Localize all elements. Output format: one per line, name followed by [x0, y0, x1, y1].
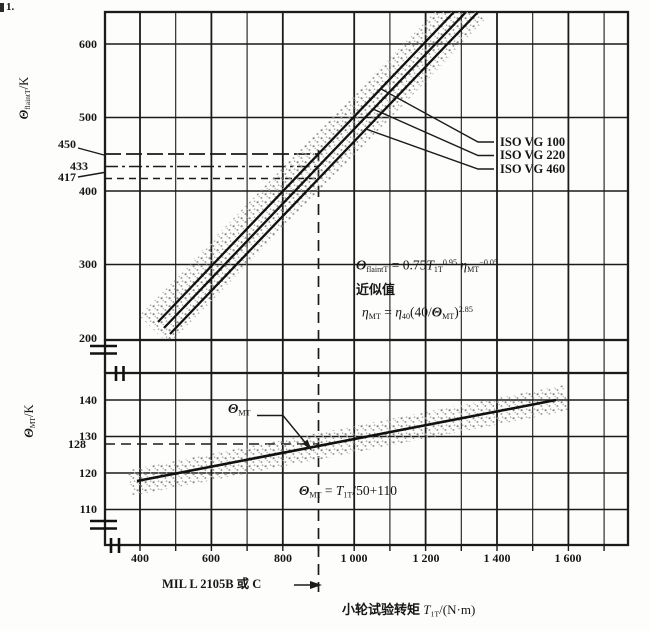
- bottom-y-tick-120: 120: [79, 466, 97, 480]
- leader-iso-vg-100: [380, 88, 494, 143]
- ref-label-128: 128: [68, 437, 86, 451]
- leader-theta-mt: [257, 414, 307, 444]
- curve-iso-vg-460: [169, 12, 479, 335]
- vertical-gridlines: [139, 12, 605, 551]
- x-tick-1000: 1 000: [340, 551, 368, 565]
- bottom-y-tick-130: 130: [79, 429, 97, 443]
- top-y-tick-500: 500: [79, 110, 97, 124]
- top-scatter-band: [138, 12, 486, 340]
- ref-label-433: 433: [70, 159, 88, 173]
- x-axis-title: 小轮试验转矩 T1T/(N·m): [342, 602, 476, 619]
- approx-value-label: 近似值: [356, 282, 396, 297]
- leader-450: [77, 147, 105, 156]
- x-tick-1400: 1 400: [483, 551, 511, 565]
- bottom-plot-frame: [103, 371, 630, 547]
- curve-iso-vg-220: [163, 12, 467, 329]
- legend-iso-vg-220: ISO VG 220: [500, 148, 566, 162]
- bottom-y-tick-140: 140: [79, 393, 97, 407]
- top-y-tick-200: 200: [79, 331, 97, 345]
- figure-number-fragment: 1.: [6, 1, 15, 13]
- mil-arrowhead: [310, 581, 322, 589]
- curve-iso-vg-100: [157, 12, 455, 323]
- formula-bulk-temperature: ΘMT = T1T/50+110: [299, 483, 397, 500]
- bottom-y-axis-title: ΘMT/K: [21, 404, 38, 438]
- formula-viscosity: ηMT = η40(40/ΘMT)2.85: [362, 304, 473, 321]
- iso-vg-curves: [157, 12, 479, 335]
- bottom-y-tick-110: 110: [79, 502, 97, 516]
- top-y-tick-400: 400: [79, 184, 97, 198]
- ref-label-450: 450: [58, 137, 76, 151]
- theta-mt-arrowhead: [302, 439, 312, 451]
- formula-flash-integral-temperature: ΘflaintT = 0.75T1T0.95 ηMT−0.05: [356, 257, 498, 274]
- ref-label-417: 417: [58, 170, 76, 184]
- legend-iso-vg-460: ISO VG 460: [500, 161, 566, 176]
- leader-iso-vg-220: [372, 108, 494, 157]
- top-y-tick-300: 300: [79, 257, 97, 271]
- curve-theta-mt: [136, 398, 557, 483]
- x-tick-800: 800: [274, 551, 292, 565]
- leader-lines: [77, 88, 494, 586]
- mil-annotation: MIL L 2105B 或 C: [162, 577, 262, 591]
- leader-417: [77, 171, 105, 178]
- x-tick-1200: 1 200: [412, 551, 440, 565]
- legend-iso-vg-100: ISO VG 100: [500, 134, 566, 149]
- top-plot-frame: [103, 10, 630, 342]
- axis-break-marks: [90, 344, 125, 553]
- x-tick-400: 400: [131, 551, 149, 565]
- top-y-axis-title: ΘflaintT/K: [16, 76, 33, 120]
- cropped-figure-number-sliver: [0, 3, 4, 12]
- leader-iso-vg-460: [365, 128, 494, 170]
- top-y-tick-600: 600: [79, 37, 97, 51]
- curve-label-theta-mt: ΘMT: [228, 401, 251, 418]
- x-tick-600: 600: [202, 551, 220, 565]
- x-tick-1600: 1 600: [554, 551, 582, 565]
